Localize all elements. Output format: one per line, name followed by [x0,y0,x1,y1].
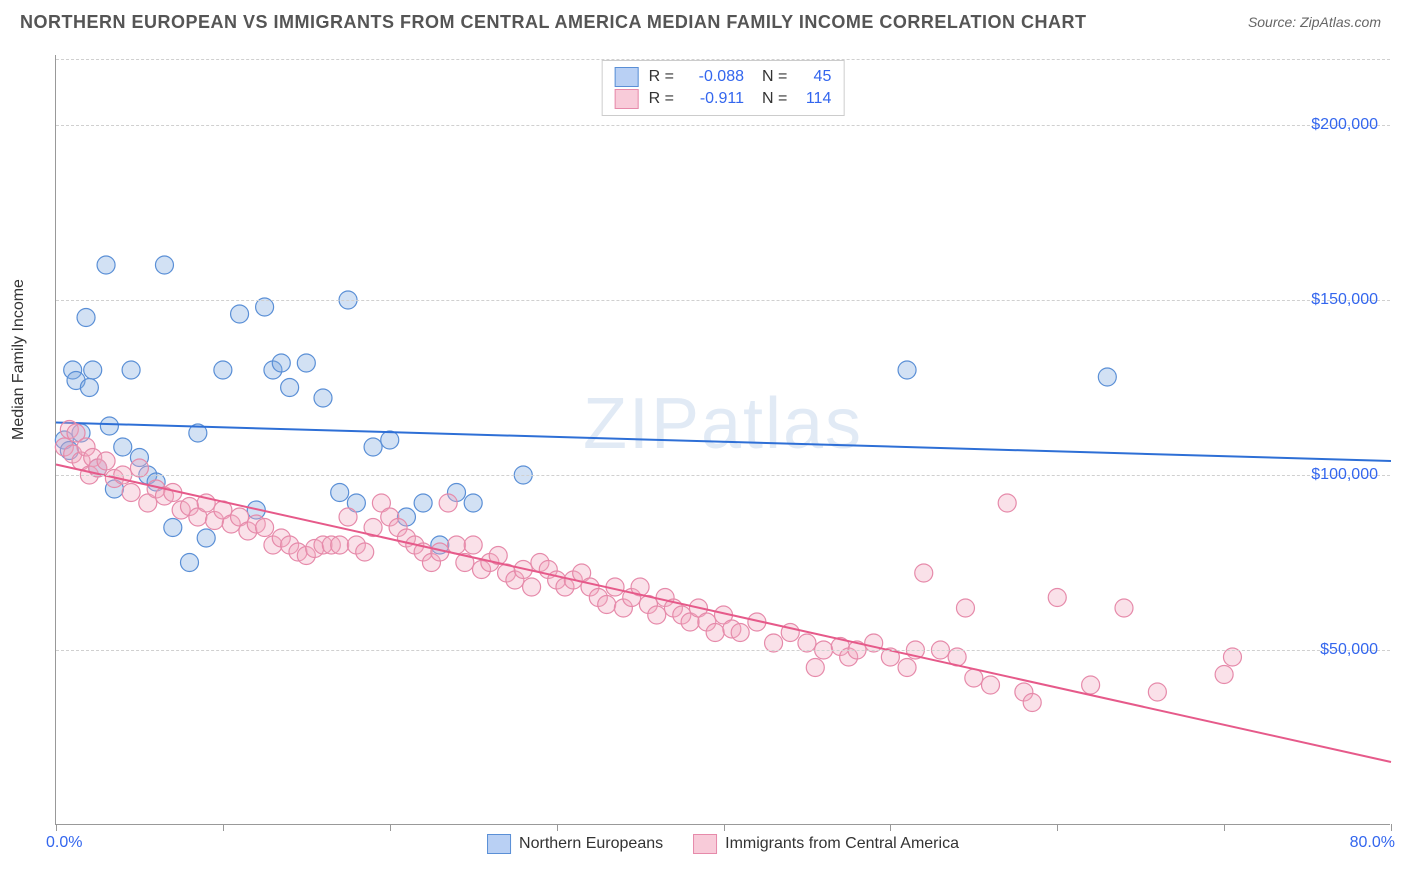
xtick [557,824,558,831]
chart-title: NORTHERN EUROPEAN VS IMMIGRANTS FROM CEN… [20,12,1087,33]
data-point [80,379,98,397]
xtick [890,824,891,831]
data-point [1115,599,1133,617]
data-point [731,624,749,642]
xtick [223,824,224,831]
data-point [448,536,466,554]
data-point [331,536,349,554]
trend-line [56,465,1391,763]
data-point [100,417,118,435]
legend-r-label: R = [649,68,674,86]
legend-swatch-blue [615,67,639,87]
data-point [197,529,215,547]
gridline-h [56,650,1390,651]
legend-n-value-1: 114 [797,90,831,108]
xtick [56,824,57,831]
data-point [314,389,332,407]
data-point [1148,683,1166,701]
legend-row-series-1: R = -0.911 N = 114 [615,89,832,109]
data-point [97,452,115,470]
x-axis-max-label: 80.0% [1350,834,1395,852]
data-point [464,536,482,554]
data-point [806,659,824,677]
xtick [1057,824,1058,831]
ytick-label: $100,000 [1311,466,1378,484]
xtick [724,824,725,831]
data-point [331,484,349,502]
data-point [77,309,95,327]
data-point [1048,589,1066,607]
data-point [898,361,916,379]
legend-r-label: R = [649,90,674,108]
legend-n-label: N = [762,68,787,86]
data-point [297,354,315,372]
gridline-h [56,300,1390,301]
data-point [256,519,274,537]
data-point [523,578,541,596]
data-point [648,606,666,624]
xtick [1224,824,1225,831]
data-point [164,519,182,537]
legend-swatch-pink [693,834,717,854]
data-point [114,438,132,456]
data-point [1215,666,1233,684]
data-point [915,564,933,582]
gridline-h [56,125,1390,126]
data-point [231,305,249,323]
data-point [214,361,232,379]
ytick-label: $50,000 [1320,641,1378,659]
x-axis-min-label: 0.0% [46,834,82,852]
data-point [706,624,724,642]
data-point [598,596,616,614]
chart-plot-area: ZIPatlas R = -0.088 N = 45 R = -0.911 N … [55,55,1390,825]
data-point [1082,676,1100,694]
source-attribution: Source: ZipAtlas.com [1248,14,1381,30]
legend-swatch-blue [487,834,511,854]
legend-n-label: N = [762,90,787,108]
gridline-h [56,59,1390,60]
data-point [998,494,1016,512]
data-point [122,484,140,502]
xtick [390,824,391,831]
legend-label-1: Immigrants from Central America [725,835,959,853]
data-point [982,676,1000,694]
ytick-label: $200,000 [1311,116,1378,134]
legend-row-series-0: R = -0.088 N = 45 [615,67,832,87]
data-point [1023,694,1041,712]
data-point [965,669,983,687]
legend-swatch-pink [615,89,639,109]
legend-label-0: Northern Europeans [519,835,663,853]
xtick [1391,824,1392,831]
data-point [439,494,457,512]
data-point [281,379,299,397]
data-point [414,494,432,512]
data-point [181,554,199,572]
data-point [155,256,173,274]
data-point [898,659,916,677]
data-point [272,354,290,372]
data-point [122,361,140,379]
legend-item-0: Northern Europeans [487,834,663,854]
data-point [84,361,102,379]
scatter-plot-svg [56,55,1390,824]
gridline-h [56,475,1390,476]
series-legend: Northern Europeans Immigrants from Centr… [487,834,959,854]
legend-item-1: Immigrants from Central America [693,834,959,854]
y-axis-label: Median Family Income [10,279,28,440]
legend-r-value-0: -0.088 [684,68,744,86]
data-point [97,256,115,274]
data-point [956,599,974,617]
data-point [339,508,357,526]
legend-r-value-1: -0.911 [684,90,744,108]
data-point [364,438,382,456]
correlation-legend: R = -0.088 N = 45 R = -0.911 N = 114 [602,60,845,116]
data-point [464,494,482,512]
legend-n-value-0: 45 [797,68,831,86]
data-point [381,431,399,449]
data-point [356,543,374,561]
ytick-label: $150,000 [1311,291,1378,309]
data-point [1098,368,1116,386]
trend-line [56,423,1391,462]
